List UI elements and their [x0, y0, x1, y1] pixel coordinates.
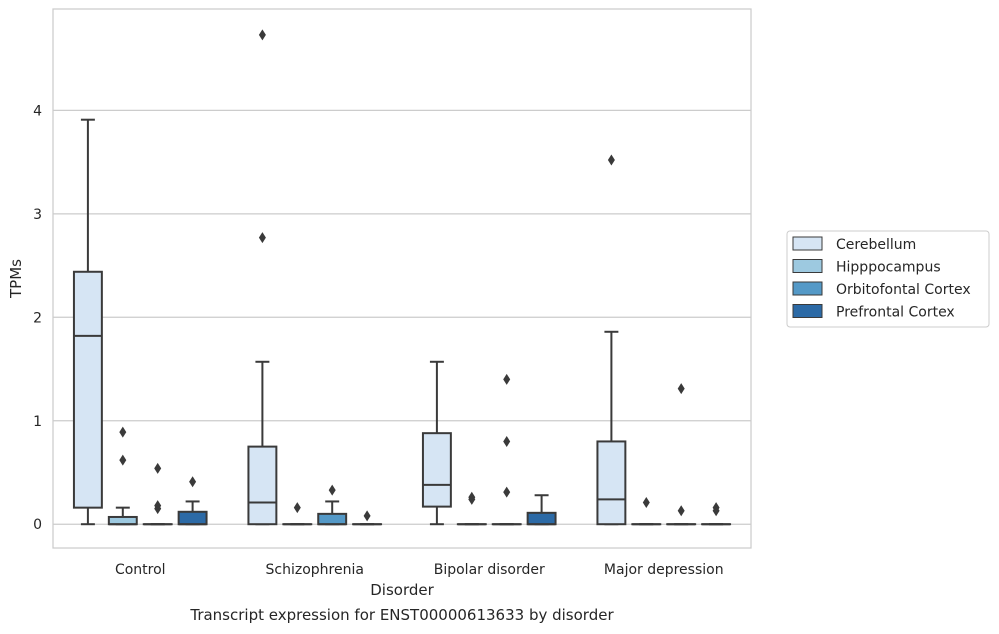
boxes-layer: [72, 29, 732, 526]
tick-labels: 0 1 2 3 4 Control Schizophrenia Bipolar disorde…: [33, 103, 724, 578]
outlier-point: [258, 29, 266, 41]
box-group: [596, 154, 627, 526]
outlier-point: [363, 510, 371, 522]
outlier-point: [642, 496, 650, 508]
chart-caption: Transcript expression for ENST0000061363…: [190, 606, 614, 624]
outlier-point: [154, 462, 162, 474]
box: [107, 515, 138, 526]
outlier-point: [503, 486, 511, 498]
x-axis-title: Disorder: [370, 581, 434, 599]
legend-swatch: [792, 304, 823, 318]
legend-label: Prefrontal Cortex: [836, 305, 955, 321]
x-tick-label: Bipolar disorder: [434, 562, 545, 578]
x-tick-label: Control: [115, 562, 166, 578]
x-tick-label: Major depression: [604, 562, 724, 578]
outlier-point: [677, 383, 685, 395]
box: [526, 511, 557, 526]
outlier-point: [503, 435, 511, 447]
box-group: [107, 426, 138, 526]
outlier-point: [258, 232, 266, 244]
box-group: [701, 502, 732, 526]
outlier-point: [119, 426, 127, 438]
outlier-point: [293, 502, 301, 514]
outlier-point: [607, 154, 615, 166]
y-tick-label: 2: [33, 310, 42, 326]
legend-swatch: [792, 281, 823, 296]
box: [247, 445, 278, 526]
box: [421, 432, 452, 508]
outlier-point: [468, 491, 476, 503]
legend-label: Orbitofontal Cortex: [836, 282, 971, 298]
plot-frame: [52, 8, 752, 549]
box: [177, 510, 208, 526]
y-tick-label: 3: [33, 207, 42, 223]
y-axis-title: TPMs: [7, 259, 25, 299]
outlier-point: [677, 505, 685, 517]
box-group: [421, 360, 452, 526]
outlier-point: [119, 454, 127, 466]
box-group: [666, 383, 697, 526]
gridlines: [53, 109, 751, 525]
legend-label: Cerebellum: [836, 237, 916, 253]
y-tick-label: 1: [33, 414, 42, 430]
box-group: [317, 484, 348, 526]
legend-swatch: [792, 236, 823, 251]
box-group: [631, 496, 662, 526]
outlier-point: [328, 484, 336, 496]
legend: Cerebellum Hipppocampus Orbitofontal Corte…: [786, 230, 990, 328]
box-group: [456, 491, 487, 526]
y-tick-label: 4: [33, 103, 42, 119]
box-group: [282, 502, 313, 526]
box-group: [177, 476, 208, 526]
x-tick-label: Schizophrenia: [266, 562, 364, 578]
legend-frame: [786, 230, 990, 328]
y-tick-label: 0: [33, 517, 42, 533]
outlier-point: [189, 476, 197, 488]
box: [72, 270, 103, 509]
outlier-point: [154, 500, 162, 512]
outlier-point: [712, 502, 720, 514]
legend-label: Hipppocampus: [836, 260, 941, 276]
legend-swatch: [792, 259, 823, 273]
outlier-point: [503, 373, 511, 385]
box-group: [142, 462, 173, 526]
box-group: [491, 373, 522, 526]
box-group: [247, 29, 278, 526]
box-group: [352, 510, 383, 526]
box: [596, 440, 627, 526]
box: [317, 512, 348, 526]
box-group: [526, 494, 557, 526]
box-group: [72, 118, 103, 526]
